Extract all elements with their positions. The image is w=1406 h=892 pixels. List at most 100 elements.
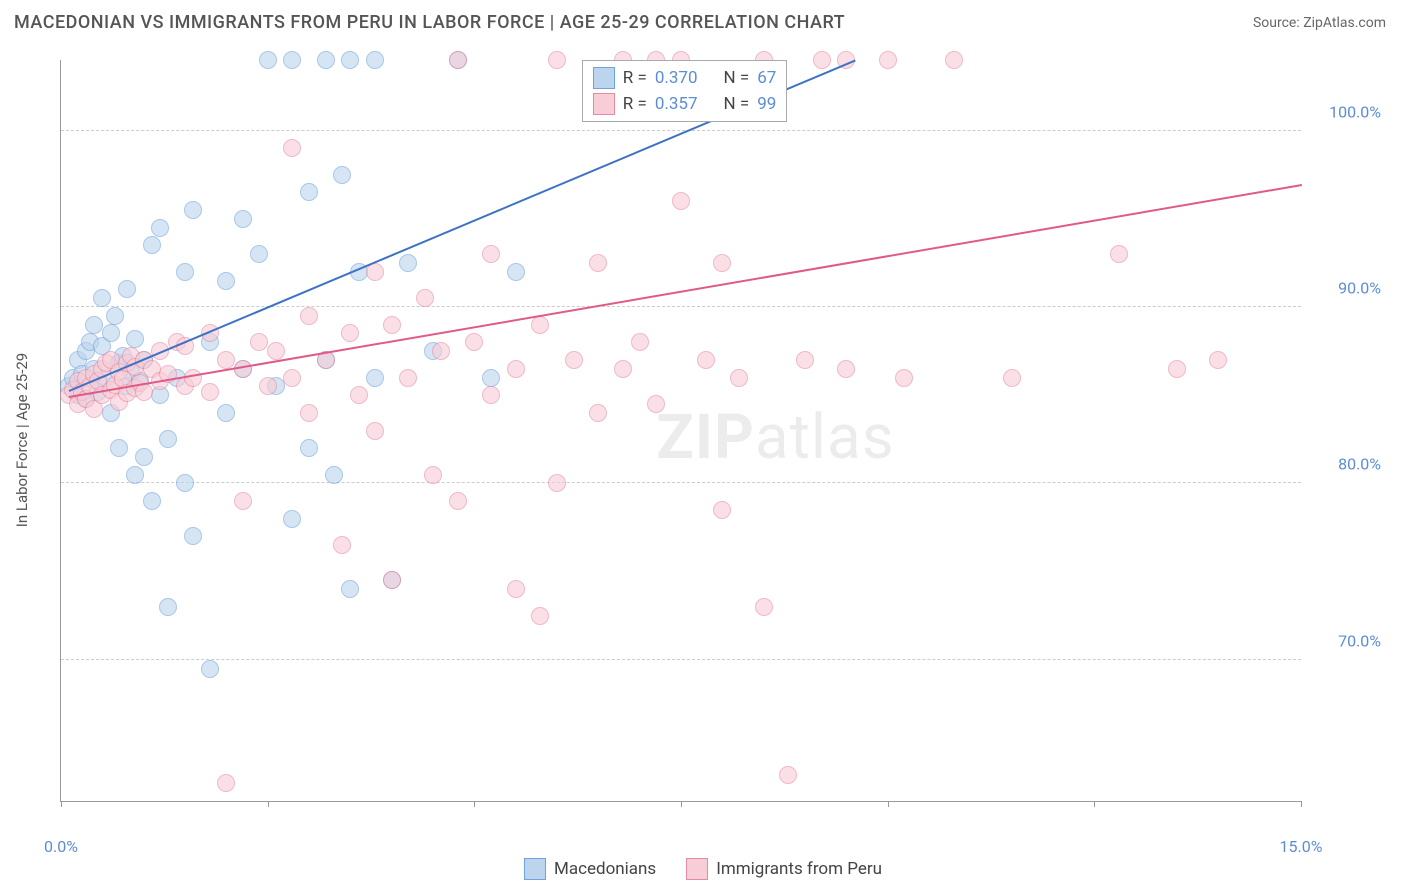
data-point [350,386,368,404]
data-point [416,289,434,307]
stat-n-label: N = [724,68,750,88]
legend-label: Macedonians [554,859,656,879]
data-point [217,272,235,290]
data-point [482,369,500,387]
y-axis-label: In Labor Force | Age 25-29 [13,353,31,527]
data-point [449,492,467,510]
gridline [61,130,1301,131]
data-point [201,660,219,678]
data-point [614,360,632,378]
legend-label: Immigrants from Peru [716,859,882,879]
x-tick-label: 0.0% [44,837,78,856]
data-point [697,351,715,369]
stat-r-label: R = [623,68,647,88]
gridline [61,306,1301,307]
data-point [366,422,384,440]
data-point [110,439,128,457]
data-point [366,369,384,387]
legend-swatch [593,93,615,115]
stat-n-value: 99 [757,94,776,114]
x-tick [61,801,62,807]
data-point [176,474,194,492]
data-point [234,210,252,228]
data-point [424,466,442,484]
data-point [283,51,301,69]
stats-row-peru: R = 0.357 N = 99 [593,91,777,117]
data-point [589,254,607,272]
x-tick [1301,801,1302,807]
data-point [333,536,351,554]
data-point [672,192,690,210]
data-point [267,342,285,360]
source-attribution: Source: ZipAtlas.com [1253,15,1386,31]
data-point [383,571,401,589]
data-point [283,139,301,157]
data-point [713,254,731,272]
data-point [1003,369,1021,387]
data-point [259,377,277,395]
data-point [548,51,566,69]
data-point [631,333,649,351]
data-point [159,598,177,616]
stat-n-label: N = [724,94,750,114]
data-point [713,501,731,519]
data-point [383,316,401,334]
data-point [565,351,583,369]
data-point [1168,360,1186,378]
data-point [259,51,277,69]
y-tick-label: 90.0% [1311,279,1381,298]
x-tick-label: 15.0% [1280,837,1323,856]
data-point [507,580,525,598]
data-point [151,219,169,237]
data-point [531,607,549,625]
correlation-stats-box: R = 0.370 N = 67 R = 0.357 N = 99 [582,60,788,122]
data-point [184,201,202,219]
data-point [779,766,797,784]
data-point [399,369,417,387]
data-point [184,527,202,545]
gridline [61,482,1301,483]
stat-n-value: 67 [757,68,776,88]
data-point [589,404,607,422]
stats-row-macedonians: R = 0.370 N = 67 [593,65,777,91]
data-point [813,51,831,69]
data-point [159,430,177,448]
data-point [217,351,235,369]
data-point [143,492,161,510]
data-point [93,289,111,307]
legend-item: Immigrants from Peru [686,858,882,880]
legend-swatch [524,858,546,880]
stat-r-value: 0.370 [655,68,698,88]
data-point [1209,351,1227,369]
data-point [102,324,120,342]
data-point [333,166,351,184]
data-point [300,183,318,201]
legend-swatch [593,67,615,89]
stat-r-value: 0.357 [655,94,698,114]
data-point [126,330,144,348]
data-point [755,598,773,616]
data-point [300,404,318,422]
data-point [250,245,268,263]
data-point [106,307,124,325]
data-point [531,316,549,334]
gridline [61,659,1301,660]
data-point [796,351,814,369]
data-point [507,360,525,378]
watermark: ZIPatlas [656,401,895,474]
stat-r-label: R = [623,94,647,114]
chart-header: MACEDONIAN VS IMMIGRANTS FROM PERU IN LA… [0,0,1406,41]
y-tick-label: 80.0% [1311,455,1381,474]
legend-swatch [686,858,708,880]
data-point [300,307,318,325]
legend-item: Macedonians [524,858,656,880]
y-tick-label: 100.0% [1311,102,1381,121]
data-point [341,580,359,598]
data-point [449,51,467,69]
data-point [85,316,103,334]
data-point [548,474,566,492]
data-point [647,395,665,413]
data-point [317,51,335,69]
data-point [201,383,219,401]
data-point [217,404,235,422]
